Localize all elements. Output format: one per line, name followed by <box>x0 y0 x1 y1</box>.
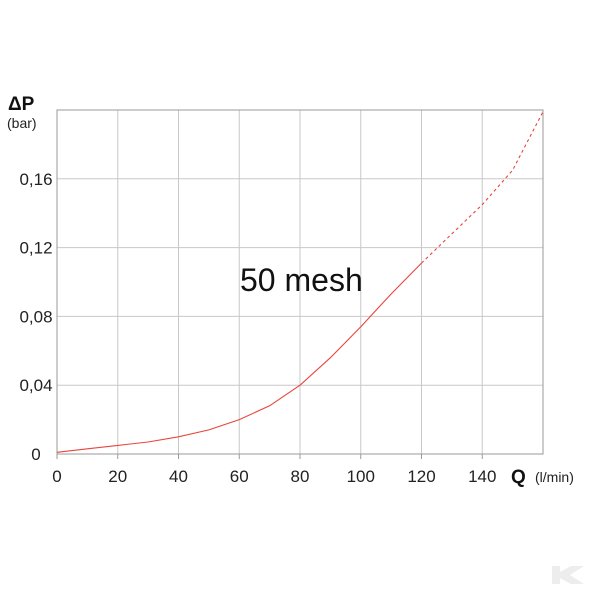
x-tick-label: 80 <box>291 467 310 486</box>
x-tick-label: 40 <box>169 467 188 486</box>
x-tick-label: 20 <box>108 467 127 486</box>
x-axis-letter: Q <box>511 467 526 488</box>
plot-frame <box>56 109 544 455</box>
x-tick-label: 140 <box>468 467 496 486</box>
y-tick-label: 0,16 <box>19 170 52 189</box>
series-line-dashed <box>421 111 544 264</box>
x-tick-label: 0 <box>52 467 61 486</box>
y-axis-unit: (bar) <box>7 115 37 131</box>
grid <box>56 109 544 459</box>
y-tick-label: 0,04 <box>19 376 52 395</box>
series-annotation: 50 mesh <box>240 262 363 298</box>
y-axis-letter: ΔP <box>8 94 35 115</box>
y-tick-label: 0,08 <box>19 307 52 326</box>
x-tick-label: 120 <box>407 467 435 486</box>
brand-logo <box>552 566 584 584</box>
x-axis-title: Q (l/min) <box>511 467 574 488</box>
tick-labels: 0 20 40 60 80 100 120 140 0 0,04 0,08 0,12 0,16 <box>19 170 496 486</box>
y-tick-label: 0,12 <box>19 239 52 258</box>
series-line-solid <box>56 262 422 453</box>
y-axis-title: ΔP (bar) <box>7 94 37 131</box>
series-layer <box>56 111 544 453</box>
x-tick-label: 60 <box>230 467 249 486</box>
y-tick-label: 0 <box>31 445 40 464</box>
x-tick-label: 100 <box>347 467 375 486</box>
x-axis-unit: (l/min) <box>535 469 574 485</box>
